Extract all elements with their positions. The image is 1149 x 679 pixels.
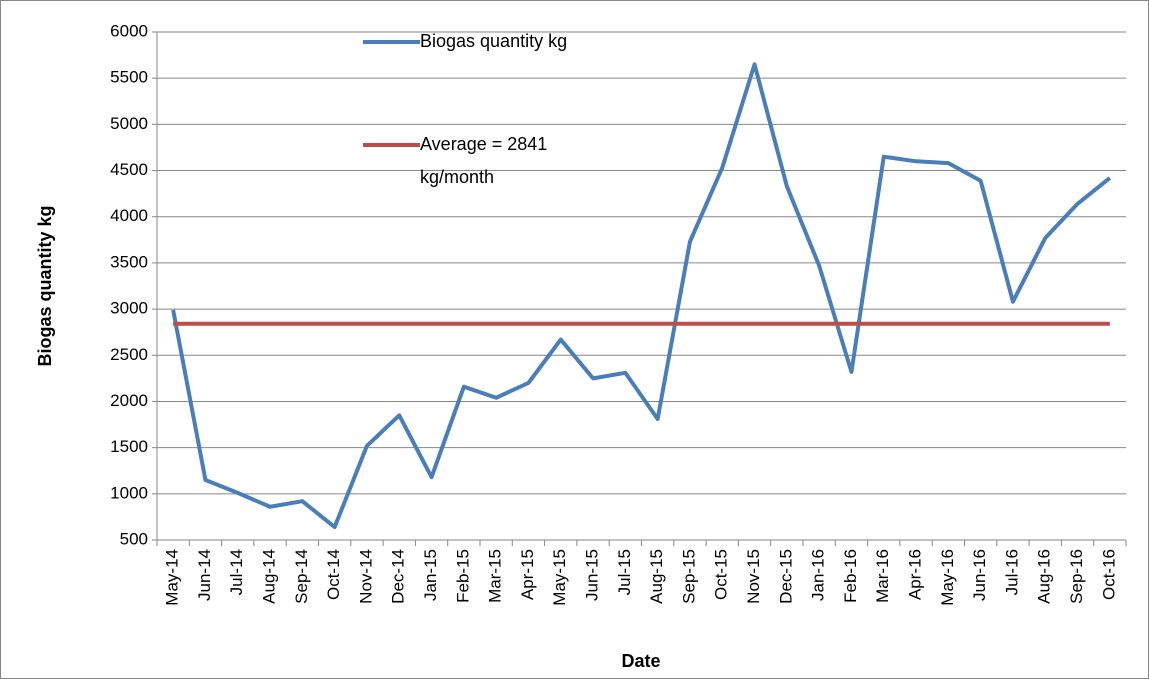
y-tick-label: 4500	[110, 160, 148, 179]
y-tick-label: 2000	[110, 391, 148, 410]
x-tick-label: Jul-15	[615, 549, 634, 595]
y-tick-label: 3500	[110, 252, 148, 271]
legend-label: Biogas quantity kg	[420, 31, 568, 51]
x-tick-label: Sep-14	[292, 549, 311, 604]
y-tick-label: 6000	[110, 21, 148, 40]
x-axis-title: Date	[621, 651, 660, 671]
x-tick-label: Jul-16	[1002, 549, 1021, 595]
x-tick-label: Aug-15	[647, 549, 666, 604]
legend-label: Average = 2841 kg/month	[420, 134, 548, 187]
x-tick-label: Mar-15	[486, 549, 505, 603]
y-tick-label: 4000	[110, 206, 148, 225]
x-tick-label: May-14	[163, 549, 182, 606]
x-tick-label: Dec-15	[776, 549, 795, 604]
x-tick-label: Jun-16	[970, 549, 989, 601]
x-tick-label: Jun-14	[195, 549, 214, 601]
series-line	[171, 62, 1112, 530]
x-tick-label: May-16	[938, 549, 957, 606]
y-tick-label: 5000	[110, 114, 148, 133]
y-tick-label: 1500	[110, 437, 148, 456]
y-tick-label: 3000	[110, 299, 148, 318]
x-tick-label: Feb-15	[453, 549, 472, 603]
x-tick-label: Oct-16	[1099, 549, 1118, 600]
y-tick-label: 5500	[110, 68, 148, 87]
x-tick-label: Dec-14	[389, 549, 408, 604]
x-tick-label: Sep-16	[1067, 549, 1086, 604]
x-tick-label: Jan-15	[421, 549, 440, 601]
x-tick-label: Nov-15	[744, 549, 763, 604]
x-tick-label: May-15	[550, 549, 569, 606]
x-tick-label: Mar-16	[873, 549, 892, 603]
x-tick-label: Aug-16	[1035, 549, 1054, 604]
x-tick-label: Sep-15	[679, 549, 698, 604]
x-tick-label: Jul-14	[227, 549, 246, 595]
x-tick-label: Apr-16	[906, 549, 925, 600]
y-tick-label: 2500	[110, 345, 148, 364]
legend-entry: Average = 2841 kg/month	[420, 134, 548, 187]
x-tick-label: Jan-16	[809, 549, 828, 601]
x-tick-label: Oct-15	[712, 549, 731, 600]
y-tick-label: 1000	[110, 483, 148, 502]
legend-entry: Biogas quantity kg	[420, 31, 568, 51]
y-tick-label: 500	[120, 529, 148, 548]
x-tick-label: Aug-14	[260, 549, 279, 604]
x-tick-label: Feb-16	[841, 549, 860, 603]
x-tick-label: Jun-15	[583, 549, 602, 601]
x-tick-label: Nov-14	[356, 549, 375, 604]
y-axis-title: Biogas quantity kg	[35, 205, 55, 366]
x-tick-label: Apr-15	[518, 549, 537, 600]
x-tick-label: Oct-14	[324, 549, 343, 600]
